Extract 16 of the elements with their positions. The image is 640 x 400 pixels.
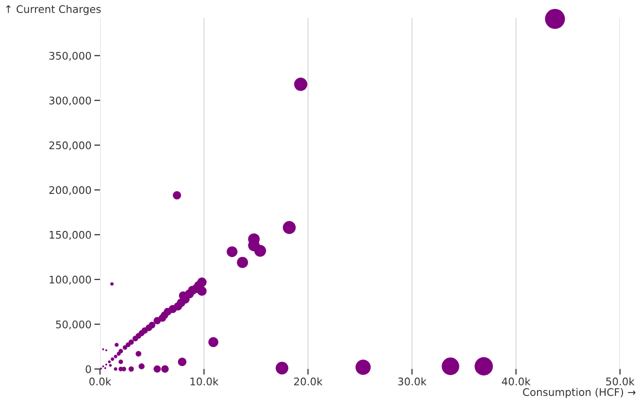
x-tick-label: 20.0k	[294, 377, 323, 386]
y-tick-label: 0	[86, 365, 91, 374]
x-tick-label: 50.0k	[606, 377, 635, 386]
x-tick-label: 0.0k	[89, 377, 112, 386]
y-axis-title: ↑ Current Charges	[6, 4, 101, 16]
y-tick-label: 350,000	[49, 52, 91, 61]
y-tick-label: 200,000	[49, 186, 91, 196]
y-tick-label: 150,000	[50, 230, 91, 240]
y-tick-label: 250,000	[49, 141, 91, 150]
y-tick-label: 300,000	[49, 96, 91, 106]
x-tick-label: 10.0k	[190, 377, 219, 386]
y-tick-label: 50,000	[56, 320, 91, 330]
y-tick-label: 100,000	[50, 276, 91, 285]
x-tick-label: 40.0k	[502, 377, 531, 386]
x-tick-label: 30.0k	[398, 377, 427, 386]
x-axis-title: Consumption (HCF) →	[523, 388, 636, 398]
